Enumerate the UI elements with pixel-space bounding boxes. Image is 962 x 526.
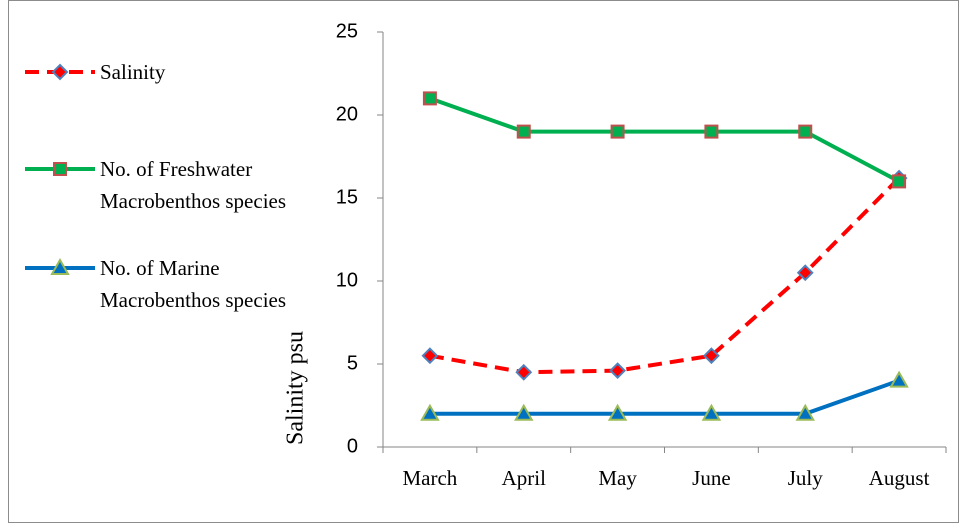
marker bbox=[889, 370, 909, 388]
x-tick-label: May bbox=[598, 466, 637, 490]
marker bbox=[516, 124, 531, 139]
y-tick-label: 0 bbox=[347, 435, 358, 457]
marker bbox=[421, 347, 439, 365]
legend-label: No. of Freshwater Macrobenthos species bbox=[100, 157, 287, 213]
marker bbox=[422, 91, 437, 106]
legend-label: No. of Marine Macrobenthos species bbox=[100, 256, 287, 312]
series-line bbox=[429, 378, 900, 416]
marker bbox=[701, 403, 722, 421]
marker bbox=[704, 124, 719, 139]
marker bbox=[609, 362, 626, 380]
y-tick-label: 25 bbox=[336, 20, 358, 42]
marker bbox=[607, 403, 628, 421]
marker bbox=[420, 403, 440, 421]
x-tick-label: March bbox=[403, 466, 458, 490]
y-tick-label: 5 bbox=[347, 352, 358, 374]
legend-marker bbox=[50, 257, 70, 275]
marker bbox=[515, 363, 533, 381]
x-tick-label: June bbox=[692, 466, 731, 490]
marker bbox=[892, 174, 907, 189]
legend-label: Salinity bbox=[100, 60, 166, 84]
y-tick-label: 10 bbox=[336, 269, 358, 291]
y-tick-label: 15 bbox=[336, 186, 358, 208]
x-tick-label: July bbox=[788, 466, 824, 490]
y-axis-label: Salinity psu bbox=[283, 331, 309, 445]
y-tick-label: 20 bbox=[336, 103, 358, 125]
marker bbox=[798, 124, 813, 139]
series-line bbox=[429, 176, 901, 375]
marker bbox=[796, 264, 814, 282]
legend-marker bbox=[53, 162, 67, 176]
chart-border bbox=[8, 0, 959, 523]
marker bbox=[514, 403, 534, 421]
marker bbox=[703, 347, 720, 365]
marker bbox=[610, 124, 625, 139]
x-tick-label: August bbox=[869, 466, 930, 490]
x-tick-label: April bbox=[502, 466, 546, 490]
legend-marker bbox=[51, 63, 69, 81]
marker bbox=[795, 403, 815, 421]
series-line bbox=[429, 96, 901, 184]
